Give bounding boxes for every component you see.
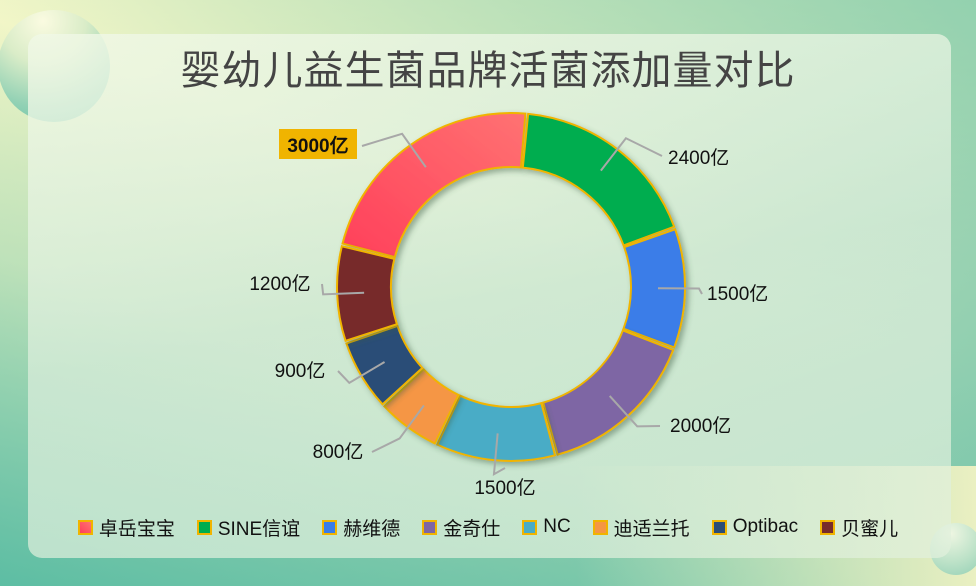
leader-line-5: [371, 404, 425, 453]
label-leader-lines: [321, 132, 703, 477]
legend-swatch-icon: [422, 519, 438, 535]
legend-item-2[interactable]: 赫维德: [322, 514, 400, 541]
chart-title: 婴幼儿益生菌品牌活菌添加量对比: [180, 48, 796, 94]
donut-segments: [336, 112, 686, 462]
leader-line-6: [337, 361, 386, 385]
legend-label: 贝蜜儿: [841, 518, 899, 540]
leader-line-7: [321, 283, 365, 296]
leader-line-1: [600, 136, 663, 172]
legend-swatch-icon: [522, 519, 538, 535]
highlight-label-box: [279, 129, 357, 159]
donut-segment-5[interactable]: [382, 367, 460, 445]
legend-label: 迪适兰托: [613, 518, 690, 540]
donut-segment-6[interactable]: [345, 324, 424, 406]
data-label-2: 1500亿: [707, 283, 768, 305]
legend-label: SINE信谊: [217, 518, 301, 540]
donut-segment-3[interactable]: [541, 329, 675, 456]
legend-swatch-icon: [820, 519, 836, 535]
donut-segment-0[interactable]: [341, 112, 527, 259]
legend-item-7[interactable]: 贝蜜儿: [820, 514, 898, 541]
leader-line-2: [657, 287, 703, 295]
legend-item-6[interactable]: Optibac: [711, 516, 799, 538]
legend-swatch-icon: [77, 519, 93, 535]
legend-item-0[interactable]: 卓岳宝宝: [77, 514, 175, 541]
legend-label: 金奇仕: [443, 518, 501, 540]
donut-segment-7[interactable]: [336, 245, 399, 343]
data-label-3: 2000亿: [670, 415, 731, 437]
leader-line-4: [492, 433, 506, 477]
legend-item-1[interactable]: SINE信谊: [196, 514, 301, 541]
legend-item-3[interactable]: 金奇仕: [422, 514, 500, 541]
legend-item-4[interactable]: NC: [522, 516, 571, 538]
donut-segment-2[interactable]: [622, 227, 686, 349]
legend-label: 卓岳宝宝: [98, 518, 175, 540]
legend-swatch-icon: [592, 519, 608, 535]
donut-segment-4[interactable]: [435, 394, 557, 462]
leader-line-0: [361, 132, 427, 168]
data-labels: 3000亿 2400亿 1500亿 2000亿 1500亿 800亿 900亿 1200亿: [249, 129, 768, 499]
leader-line-3: [608, 395, 661, 428]
data-label-1: 2400亿: [668, 147, 729, 169]
legend-label: Optibac: [732, 516, 799, 537]
legend-swatch-icon: [322, 519, 338, 535]
legend-label: 赫维德: [343, 518, 401, 540]
data-label-0: 3000亿: [287, 134, 348, 157]
chart-legend: 卓岳宝宝 SINE信谊 赫维德 金奇仕 NC 迪适兰托 Optibac 贝蜜儿: [0, 513, 976, 541]
legend-swatch-icon: [196, 519, 212, 535]
legend-label: NC: [543, 516, 571, 537]
legend-item-5[interactable]: 迪适兰托: [592, 514, 690, 541]
data-label-4: 1500亿: [474, 477, 535, 499]
data-label-6: 900亿: [275, 360, 326, 382]
donut-segment-1[interactable]: [521, 112, 676, 247]
legend-swatch-icon: [711, 519, 727, 535]
data-label-5: 800亿: [313, 441, 364, 463]
data-label-7: 1200亿: [249, 273, 310, 295]
